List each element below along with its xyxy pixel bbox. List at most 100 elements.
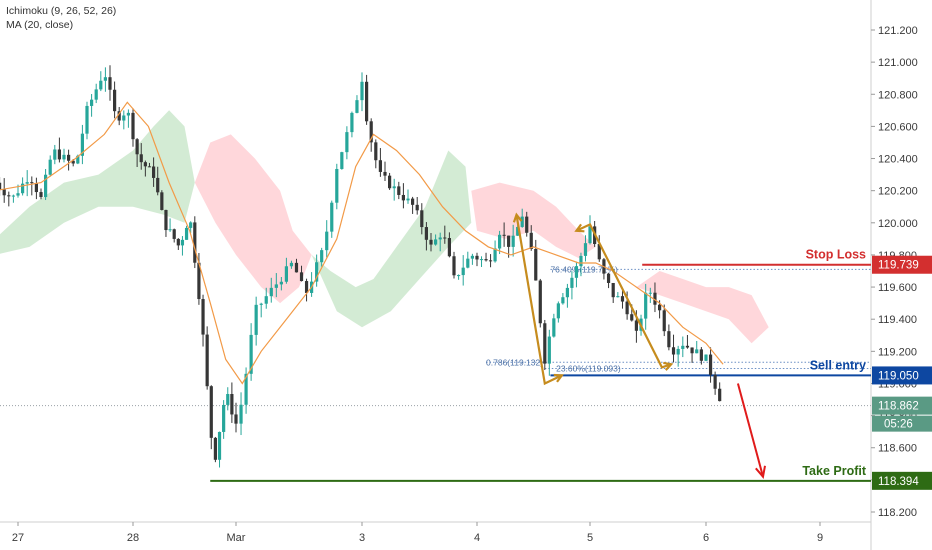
candle-body <box>658 304 662 311</box>
candle-body <box>653 292 657 305</box>
candle <box>676 345 680 367</box>
candle <box>304 278 309 302</box>
time-tick-label: 28 <box>127 532 139 544</box>
candle-body <box>484 259 488 261</box>
candle <box>681 336 685 358</box>
candle <box>0 177 2 196</box>
candle-body <box>94 89 98 100</box>
candle <box>543 319 547 371</box>
time-tick-label: 4 <box>474 532 480 544</box>
candle <box>511 224 515 257</box>
candle-body <box>2 189 6 196</box>
candle-body <box>11 195 15 197</box>
price-tick-label: 119.200 <box>878 346 917 358</box>
candle <box>579 252 583 277</box>
candle-body <box>244 373 248 405</box>
legend-ichimoku[interactable]: Ichimoku (9, 26, 52, 26) <box>6 5 117 17</box>
candle <box>289 260 294 269</box>
candle-body <box>172 229 176 239</box>
level-name-entry: Sell entry <box>810 358 866 372</box>
price-tick-label: 119.600 <box>878 282 917 294</box>
candle-body <box>156 177 160 193</box>
candle <box>113 81 117 119</box>
candle-body <box>99 80 103 90</box>
candle <box>244 367 248 414</box>
candle <box>597 235 601 262</box>
candle-body <box>249 334 253 374</box>
candle <box>143 160 147 177</box>
candle-body <box>397 186 401 195</box>
candle <box>708 347 713 383</box>
candle-body <box>634 320 638 331</box>
trade-levels: 76.40%(119.71%) 0.786(119.132) 23.60%(119.… <box>0 248 871 482</box>
candle <box>99 71 103 92</box>
time-tick-label: 5 <box>587 532 593 544</box>
candle <box>443 225 447 244</box>
legend-ma[interactable]: MA (20, close) <box>6 19 74 31</box>
candle-body <box>516 226 520 236</box>
candle-body <box>269 287 273 297</box>
candle-body <box>330 202 334 232</box>
ma-line <box>0 101 724 385</box>
candle <box>34 177 38 200</box>
candle-body <box>529 232 533 249</box>
candle <box>345 126 349 160</box>
candle <box>690 347 694 363</box>
candle-body <box>662 310 666 332</box>
candle <box>350 111 354 138</box>
level-tag-value-stop: 119.739 <box>878 260 919 272</box>
candle <box>538 278 542 328</box>
candle-body <box>713 374 717 389</box>
candle <box>48 155 52 177</box>
candle-body <box>676 348 680 355</box>
pattern-arrowhead <box>553 373 564 383</box>
gridlines <box>0 0 872 550</box>
time-axis[interactable]: 27 28 Mar 3 4 5 6 9 <box>12 522 823 544</box>
candle <box>616 292 620 298</box>
level-tag-value-profit: 118.394 <box>878 476 919 488</box>
candle-body <box>30 182 34 184</box>
candle-body <box>420 210 424 228</box>
candle-body <box>44 174 48 198</box>
candle-body <box>411 198 415 205</box>
candle-body <box>209 386 213 438</box>
candle-body <box>126 112 130 116</box>
candle <box>588 215 592 245</box>
candle <box>574 261 579 288</box>
candle <box>602 257 606 280</box>
candle <box>230 382 234 423</box>
candle <box>438 232 442 252</box>
candle-body <box>695 349 699 354</box>
candle <box>534 239 538 281</box>
candle-body <box>284 266 288 282</box>
fib-label: 76.40%(119.71%) <box>550 264 618 274</box>
cloud-segment-0 <box>0 110 195 254</box>
candle <box>147 162 152 168</box>
candle-body <box>470 255 474 259</box>
candle-body <box>294 262 299 273</box>
price-axis[interactable]: 121.200 121.000 120.800 120.600 120.400 120.2… <box>871 25 932 519</box>
candle-body <box>264 296 268 304</box>
candle <box>94 83 98 104</box>
candle <box>611 282 615 303</box>
candle <box>44 169 48 201</box>
last-price-value: 118.862 <box>878 401 919 413</box>
candle-body <box>34 183 38 193</box>
pattern-arrowhead <box>512 212 523 223</box>
candle <box>452 251 456 279</box>
candle-body <box>606 273 611 283</box>
candle <box>365 74 369 125</box>
candle-body <box>534 248 538 281</box>
candle-body <box>53 149 57 160</box>
candle-body <box>671 347 676 355</box>
level-tag-value-entry: 119.050 <box>878 370 919 382</box>
candle <box>360 72 364 112</box>
candle-body <box>217 431 222 460</box>
level-tag-profit <box>872 471 932 490</box>
candle <box>234 402 238 433</box>
candle <box>662 304 666 337</box>
candle-body <box>392 186 396 189</box>
candle <box>117 107 121 126</box>
candle-body <box>502 234 506 236</box>
